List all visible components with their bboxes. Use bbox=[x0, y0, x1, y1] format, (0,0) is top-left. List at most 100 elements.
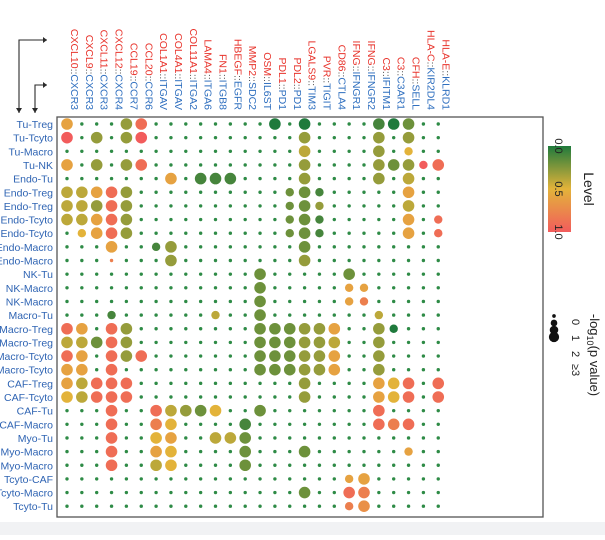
dot-significant bbox=[105, 241, 118, 253]
dot-background bbox=[288, 490, 292, 495]
dot-background bbox=[154, 272, 158, 276]
dot-background bbox=[243, 163, 247, 167]
dot-background bbox=[332, 299, 336, 304]
dot-background bbox=[392, 272, 396, 276]
dot-background bbox=[436, 190, 440, 194]
dot-background bbox=[154, 381, 158, 386]
dot-background bbox=[421, 354, 426, 358]
dot-background bbox=[139, 313, 143, 317]
dot-background bbox=[421, 272, 426, 276]
dot-background bbox=[124, 299, 129, 304]
dot-background bbox=[317, 449, 322, 454]
column-label: PDL2::PD1 bbox=[291, 57, 303, 110]
dot-background bbox=[184, 176, 188, 181]
dot-background bbox=[124, 176, 129, 181]
dot-background bbox=[139, 504, 143, 508]
dot-background bbox=[332, 258, 336, 263]
dot-significant bbox=[373, 363, 385, 376]
dot-background bbox=[436, 149, 440, 153]
dot-background bbox=[184, 463, 188, 467]
dot-background bbox=[65, 231, 69, 235]
dot-significant bbox=[105, 459, 118, 472]
dot-background bbox=[332, 122, 336, 126]
dot-background bbox=[80, 176, 84, 181]
dot-significant bbox=[315, 229, 324, 238]
dot-significant bbox=[150, 404, 162, 417]
dot-significant bbox=[76, 336, 88, 349]
dot-background bbox=[243, 395, 247, 399]
dot-significant bbox=[298, 254, 311, 267]
dot-significant bbox=[61, 186, 73, 199]
dot-background bbox=[228, 381, 233, 386]
dot-background bbox=[184, 135, 188, 140]
dot-background bbox=[124, 149, 129, 153]
dot-background bbox=[288, 436, 292, 440]
dot-significant bbox=[387, 391, 400, 403]
dot-background bbox=[124, 368, 129, 372]
dot-background bbox=[243, 231, 247, 235]
dot-background bbox=[139, 395, 143, 399]
dot-significant bbox=[285, 201, 294, 211]
dot-background bbox=[273, 477, 277, 481]
dot-background bbox=[273, 436, 277, 440]
dot-significant bbox=[209, 432, 222, 444]
dot-background bbox=[139, 449, 143, 454]
dot-background bbox=[392, 477, 396, 481]
dot-background bbox=[124, 258, 129, 263]
dot-background bbox=[198, 149, 203, 153]
dot-background bbox=[65, 299, 69, 304]
dot-background bbox=[332, 163, 336, 167]
dot-significant bbox=[373, 145, 385, 158]
dot-significant bbox=[135, 350, 148, 362]
dot-background bbox=[392, 231, 396, 235]
dot-significant bbox=[298, 200, 311, 212]
dot-background bbox=[228, 245, 233, 249]
dot-background bbox=[139, 204, 143, 208]
column-label: CCL19::CCR7 bbox=[127, 43, 139, 110]
dot-background bbox=[80, 408, 84, 413]
dot-background bbox=[169, 354, 173, 358]
dot-background bbox=[154, 163, 158, 167]
dot-background bbox=[392, 190, 396, 194]
dot-background bbox=[362, 217, 366, 222]
dot-significant bbox=[194, 404, 207, 417]
dot-background bbox=[139, 381, 143, 386]
dot-background bbox=[421, 149, 426, 153]
dot-significant bbox=[90, 213, 103, 226]
dot-background bbox=[392, 299, 396, 304]
dot-background bbox=[184, 436, 188, 440]
dot-background bbox=[302, 477, 307, 481]
dot-background bbox=[213, 449, 218, 454]
dot-background bbox=[273, 490, 277, 495]
dot-significant bbox=[76, 322, 88, 335]
row-label: Macro-Treg bbox=[0, 337, 53, 349]
dot-background bbox=[228, 368, 233, 372]
dot-significant bbox=[434, 229, 443, 238]
row-label: Macro-Tcyto bbox=[0, 365, 53, 377]
dot-background bbox=[436, 327, 440, 331]
column-label: IFNG::IFNGR2 bbox=[365, 41, 377, 111]
row-label: Endo-Tcyto bbox=[0, 215, 53, 227]
dot-significant bbox=[269, 363, 281, 376]
color-scale-bar bbox=[548, 146, 571, 232]
color-tick-low: 0.0 bbox=[552, 138, 564, 153]
dot-background bbox=[228, 163, 233, 167]
dot-background bbox=[124, 408, 129, 413]
dot-background bbox=[95, 313, 99, 317]
dot-background bbox=[213, 422, 218, 426]
dot-background bbox=[109, 504, 114, 508]
dot-background bbox=[421, 217, 426, 222]
size-legend-dot bbox=[550, 319, 558, 327]
dot-background bbox=[198, 449, 203, 454]
row-label: CAF-Tu bbox=[17, 406, 54, 418]
dot-significant bbox=[90, 377, 103, 390]
dot-background bbox=[273, 149, 277, 153]
dot-background bbox=[273, 449, 277, 454]
dot-background bbox=[228, 490, 233, 495]
dot-significant bbox=[344, 474, 354, 484]
size-legend-label: 0 bbox=[569, 319, 581, 325]
dot-background bbox=[332, 135, 336, 140]
dot-background bbox=[228, 258, 233, 263]
dot-significant bbox=[76, 363, 88, 376]
